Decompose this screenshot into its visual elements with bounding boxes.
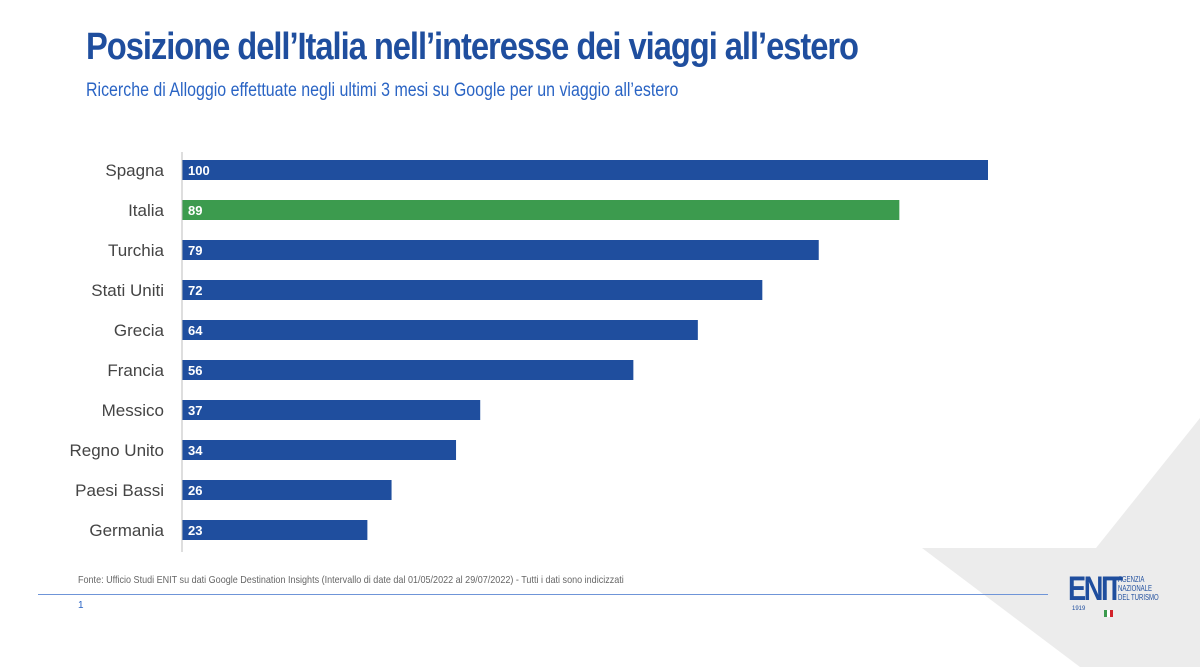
bar-chart: Spagna 100 Italia 89 Turchia 79 Stati Uniti 72 G… bbox=[69, 152, 988, 552]
logo-mark: ENIT bbox=[1068, 570, 1123, 608]
data-label: 89 bbox=[188, 203, 202, 218]
logo-year: 1919 bbox=[1072, 606, 1086, 612]
data-label: 64 bbox=[188, 323, 203, 338]
page-number: 1 bbox=[78, 600, 84, 611]
data-label: 72 bbox=[188, 283, 202, 298]
bar-italia bbox=[182, 200, 900, 220]
bar-francia bbox=[182, 360, 634, 380]
category-label: Stati Uniti bbox=[91, 281, 164, 300]
category-label: Regno Unito bbox=[69, 441, 164, 460]
bar-turchia bbox=[182, 240, 819, 260]
bar-messico bbox=[182, 400, 481, 420]
category-label: Francia bbox=[107, 361, 164, 380]
logo-text: AGENZIA NAZIONALE DEL TURISMO bbox=[1118, 575, 1171, 602]
category-label: Turchia bbox=[108, 241, 165, 260]
italian-flag-icon bbox=[1104, 604, 1114, 617]
bar-germania bbox=[182, 520, 368, 540]
category-label: Spagna bbox=[105, 161, 164, 180]
data-label: 26 bbox=[188, 483, 202, 498]
source-note: Fonte: Ufficio Studi ENIT su dati Google… bbox=[78, 574, 624, 586]
page-title: Posizione dell’Italia nell’interesse dei… bbox=[86, 26, 859, 68]
footer-divider bbox=[38, 594, 1048, 595]
data-label: 100 bbox=[188, 163, 210, 178]
category-label: Germania bbox=[89, 521, 164, 540]
category-label: Grecia bbox=[114, 321, 165, 340]
bar-stati-uniti bbox=[182, 280, 763, 300]
data-label: 79 bbox=[188, 243, 202, 258]
enit-logo: ENIT AGENZIA NAZIONALE DEL TURISMO 1919 bbox=[1068, 570, 1171, 617]
logo-text-line: NAZIONALE bbox=[1118, 584, 1153, 593]
logo-text-line: AGENZIA bbox=[1118, 575, 1145, 584]
category-label: Italia bbox=[128, 201, 164, 220]
bar-paesi-bassi bbox=[182, 480, 392, 500]
data-label: 56 bbox=[188, 363, 202, 378]
category-label: Messico bbox=[102, 401, 164, 420]
category-label: Paesi Bassi bbox=[75, 481, 164, 500]
page-subtitle: Ricerche di Alloggio effettuate negli ul… bbox=[86, 80, 679, 101]
data-label: 23 bbox=[188, 523, 202, 538]
bar-grecia bbox=[182, 320, 698, 340]
logo-text-line: DEL TURISMO bbox=[1118, 593, 1159, 602]
data-label: 37 bbox=[188, 403, 202, 418]
bar-regno-unito bbox=[182, 440, 457, 460]
data-label: 34 bbox=[188, 443, 203, 458]
bar-spagna bbox=[182, 160, 988, 180]
